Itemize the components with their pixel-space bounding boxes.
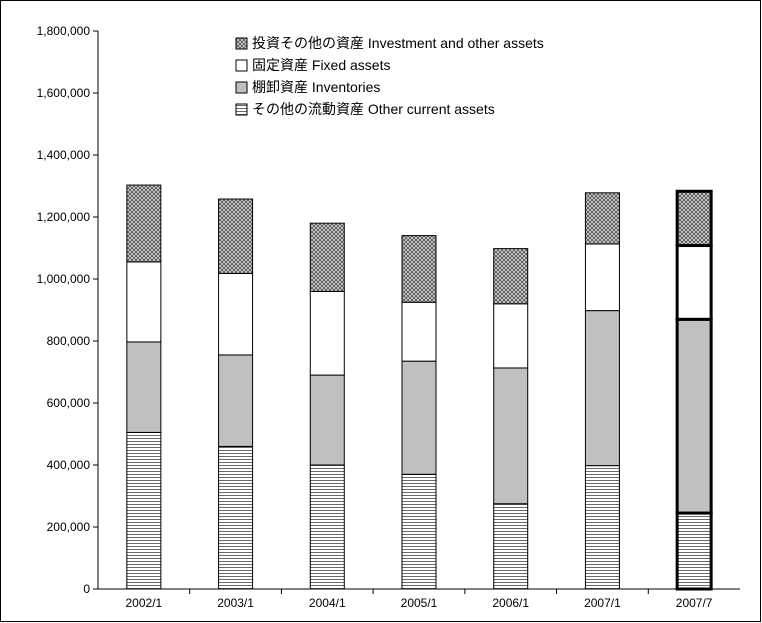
legend-swatch bbox=[235, 37, 248, 50]
bar-segment bbox=[401, 235, 437, 303]
y-tick-label: 1,800,000 bbox=[37, 24, 91, 38]
bar-segment bbox=[584, 192, 620, 245]
legend-swatch bbox=[235, 103, 248, 116]
bar-segment bbox=[401, 473, 437, 590]
legend: 投資その他の資産 Investment and other assets 固定資産… bbox=[227, 31, 675, 133]
bar-segment bbox=[218, 272, 254, 356]
bar-segment bbox=[493, 503, 529, 590]
bar-segment bbox=[401, 301, 437, 362]
bar-segment bbox=[584, 465, 620, 590]
y-tick-label: 1,600,000 bbox=[37, 86, 91, 100]
bar-segment bbox=[126, 341, 162, 433]
bar-segment bbox=[675, 317, 713, 515]
bar-segment bbox=[126, 184, 162, 263]
bar-segment bbox=[309, 290, 345, 376]
legend-swatch bbox=[235, 59, 248, 72]
x-tick-label: 2004/1 bbox=[309, 596, 346, 610]
bar-segment bbox=[493, 367, 529, 505]
bar-segment bbox=[218, 445, 254, 590]
bar-segment bbox=[218, 354, 254, 447]
bar-segment bbox=[675, 189, 713, 248]
x-tick-label: 2006/1 bbox=[492, 596, 529, 610]
x-tick-label: 2002/1 bbox=[126, 596, 163, 610]
bar-segment bbox=[401, 360, 437, 475]
bar-segment bbox=[584, 310, 620, 467]
x-tick-label: 2005/1 bbox=[401, 596, 438, 610]
bar-segment bbox=[309, 222, 345, 292]
y-tick-label: 600,000 bbox=[47, 396, 91, 410]
bar-segment bbox=[493, 303, 529, 369]
y-tick-label: 1,200,000 bbox=[37, 210, 91, 224]
y-tick-label: 400,000 bbox=[47, 458, 91, 472]
legend-label: 固定資産 Fixed assets bbox=[252, 57, 390, 73]
x-tick-label: 2007/7 bbox=[676, 596, 713, 610]
y-tick-label: 0 bbox=[83, 582, 90, 596]
y-tick-label: 1,400,000 bbox=[37, 148, 91, 162]
y-tick-label: 800,000 bbox=[47, 334, 91, 348]
bar-segment bbox=[218, 198, 254, 274]
x-tick-label: 2003/1 bbox=[217, 596, 254, 610]
x-tick-label: 2007/1 bbox=[584, 596, 621, 610]
bar-segment bbox=[126, 261, 162, 343]
bar-segment bbox=[309, 464, 345, 590]
bar-segment bbox=[675, 244, 713, 321]
legend-box bbox=[227, 31, 675, 133]
legend-swatch bbox=[235, 81, 248, 94]
legend-label: その他の流動資産 Other current assets bbox=[252, 101, 495, 117]
bar-segment bbox=[126, 431, 162, 590]
legend-label: 棚卸資産 Inventories bbox=[252, 79, 380, 95]
bar-segment bbox=[675, 511, 713, 591]
y-tick-label: 200,000 bbox=[47, 520, 91, 534]
bar-segment bbox=[493, 248, 529, 305]
bar-segment bbox=[309, 374, 345, 466]
y-tick-label: 1,000,000 bbox=[37, 272, 91, 286]
legend-label: 投資その他の資産 Investment and other assets bbox=[252, 35, 544, 51]
bar-segment bbox=[584, 243, 620, 312]
